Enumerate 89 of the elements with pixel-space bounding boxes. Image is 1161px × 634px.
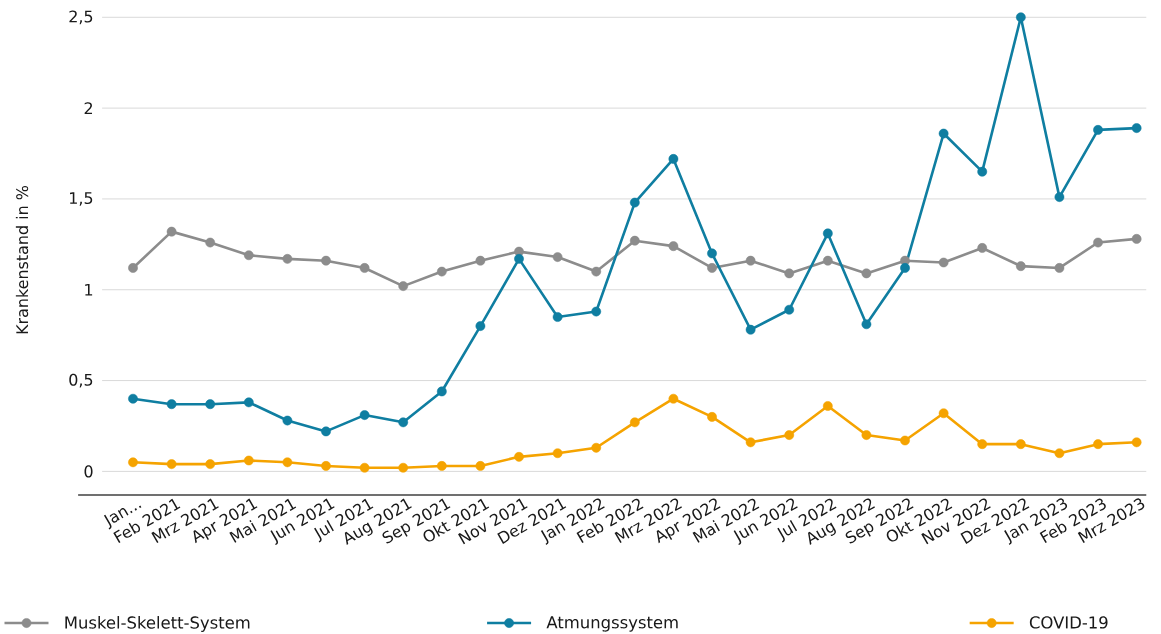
point: [166, 459, 177, 469]
point: [282, 415, 293, 426]
point: [629, 417, 640, 428]
point: [591, 266, 602, 277]
point: [282, 457, 293, 468]
point: [900, 435, 910, 446]
point: [128, 393, 138, 404]
point: [1093, 439, 1103, 449]
point: [475, 321, 486, 331]
point: [321, 255, 331, 266]
point: [398, 417, 409, 428]
point: [977, 243, 988, 253]
point: [1093, 237, 1103, 248]
point: [436, 461, 447, 471]
point: [359, 410, 370, 420]
point: [1131, 234, 1142, 244]
point: [1054, 448, 1065, 459]
point: [128, 457, 138, 468]
point: [591, 442, 602, 453]
point: [900, 263, 910, 273]
point: [205, 399, 216, 410]
point: [436, 386, 447, 397]
point: [359, 462, 370, 473]
point: [282, 254, 293, 264]
point: [243, 250, 254, 261]
point: [861, 319, 872, 330]
legend-label: COVID-19: [1029, 616, 1108, 629]
point: [243, 455, 254, 466]
legend-label: Atmungssystem: [546, 616, 678, 632]
point: [707, 412, 717, 422]
point: [398, 281, 409, 291]
point: [668, 241, 679, 252]
point: [707, 248, 717, 259]
point: [1054, 192, 1065, 202]
point: [243, 397, 254, 408]
point: [128, 263, 138, 273]
point: [938, 257, 949, 268]
y-axis-title: Krankenstand in %: [15, 185, 29, 334]
point: [745, 437, 756, 448]
point: [784, 304, 795, 315]
point: [977, 166, 988, 177]
point: [475, 461, 486, 471]
y-tick-label: 1: [85, 283, 93, 296]
point: [861, 268, 872, 279]
y-tick-label: 0,5: [69, 373, 93, 388]
point: [1015, 439, 1026, 449]
point: [514, 452, 524, 462]
y-tick-label: 2,5: [69, 10, 93, 25]
point: [205, 459, 216, 469]
point: [552, 252, 563, 262]
point: [398, 462, 409, 473]
point: [514, 254, 524, 264]
point: [436, 266, 447, 277]
point: [1093, 125, 1103, 135]
point: [668, 393, 679, 404]
point: [977, 439, 988, 449]
y-tick-label: 0: [84, 465, 93, 478]
point: [552, 312, 563, 322]
point: [166, 226, 177, 237]
point: [784, 268, 795, 279]
point: [822, 255, 833, 266]
point: [822, 228, 833, 239]
point: [321, 461, 331, 471]
point: [1015, 261, 1026, 271]
point: [1015, 12, 1026, 23]
y-tick-label: 2: [84, 102, 92, 115]
point: [822, 401, 833, 411]
point: [745, 255, 756, 266]
point: [475, 255, 486, 266]
point: [668, 154, 679, 164]
point: [166, 399, 177, 410]
legend-label: Muskel-Skelett-System: [65, 616, 250, 632]
point: [938, 128, 949, 139]
point: [591, 306, 602, 317]
point: [321, 426, 331, 437]
point: [938, 408, 949, 419]
point: [1131, 437, 1142, 448]
point: [629, 197, 640, 208]
point: [707, 263, 717, 273]
point: [552, 448, 563, 459]
point: [861, 430, 872, 440]
point: [205, 237, 216, 248]
point: [359, 263, 370, 273]
point: [784, 430, 795, 440]
point: [1131, 123, 1142, 133]
y-tick-label: 1,5: [70, 192, 93, 206]
point: [745, 324, 756, 335]
point: [1054, 263, 1065, 273]
point: [629, 235, 640, 246]
